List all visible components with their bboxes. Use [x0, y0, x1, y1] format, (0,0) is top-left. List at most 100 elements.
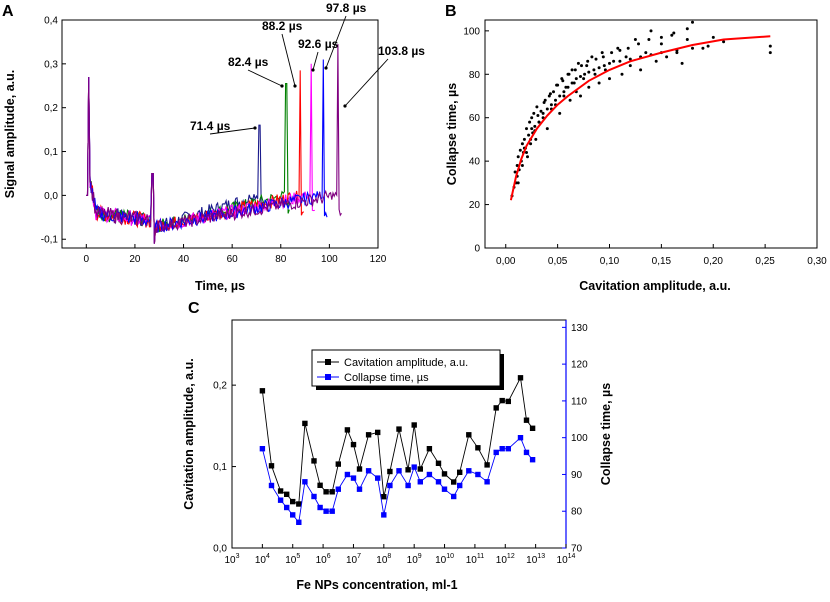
panel-a-annotation-arrow-1 [209, 127, 256, 135]
panel-b-x-tick-label: 0,25 [755, 256, 775, 267]
panel-c-x-axis-label: Fe NPs concentration, ml-1 [296, 578, 457, 592]
panel-c-series-marker-2 [375, 475, 381, 481]
panel-b-point [574, 77, 578, 81]
panel-b-point [691, 20, 694, 24]
panel-b-point [594, 57, 598, 61]
panel-c-y2-tick-label: 90 [571, 470, 583, 481]
panel-c-series-marker-2 [475, 471, 481, 478]
panel-c-x-tick-label: 104 [255, 553, 270, 566]
panel-b-point [568, 98, 572, 102]
panel-b-point [537, 120, 541, 124]
panel-a-y-tick-label: 0,0 [44, 191, 58, 202]
panel-c-series-marker-2 [350, 475, 357, 481]
panel-c-series-line-1 [261, 376, 533, 505]
panel-c-series-marker-2 [466, 468, 472, 474]
panel-b-point [659, 35, 663, 39]
panel-c-series-marker-2 [405, 482, 411, 489]
panel-b-point [580, 64, 583, 68]
panel-b-point [555, 83, 559, 87]
panel-a-annotation-arrowhead-6 [343, 104, 347, 108]
panel-b-point [628, 64, 632, 68]
panel-b-point [529, 142, 533, 146]
panel-c-series-marker-2 [381, 512, 387, 518]
panel-b-y-tick-label: 40 [469, 157, 481, 168]
panel-a-y-tick-label: 0,4 [44, 16, 58, 27]
panel-b-point [685, 27, 689, 31]
panel-c-series-marker-2 [268, 482, 275, 489]
panel-a-y-axis-label: Signal amplitude, a.u. [3, 70, 17, 199]
panel-a-annotation-arrow-2 [247, 69, 283, 87]
panel-b-point [628, 57, 632, 61]
panel-a-x-tick-label: 100 [321, 254, 338, 265]
panel-c-series-marker-2 [451, 493, 457, 500]
panel-c-series-marker-2 [505, 446, 511, 452]
panel-b-point [539, 109, 543, 113]
panel-b-x-tick-label: 0,15 [652, 256, 672, 267]
panel-a-annotation-arrowhead-1 [253, 126, 257, 130]
panel-b-point [616, 46, 620, 50]
panel-c-series-marker-2 [426, 471, 433, 478]
panel-letter-c: C [188, 300, 200, 317]
panel-b-y-axis-label: Collapse time, µs [445, 83, 459, 185]
panel-c-series-marker-2 [396, 468, 402, 474]
panel-b-point [525, 151, 528, 154]
panel-b-point [639, 68, 643, 72]
panel-b-point [602, 64, 606, 68]
panel-b-point [590, 55, 594, 59]
panel-b-point [637, 42, 640, 46]
panel-b-point [532, 111, 536, 115]
panel-c-series-marker-1 [435, 460, 442, 466]
panel-b-point [541, 111, 545, 115]
panel-c-x-tick-label: 103 [224, 553, 239, 566]
panel-b-point [522, 137, 526, 141]
panel-c-series-marker-2 [529, 457, 536, 463]
panel-b-point [608, 77, 611, 81]
panel-b-point [562, 94, 566, 98]
panel-b-point [644, 51, 648, 55]
panel-a-x-tick-label: 60 [227, 254, 239, 265]
panel-c-series-marker-2 [417, 479, 423, 485]
panel-a-signal-chart: 0 20 40 60 80 100 120 -0,1 0,0 0,1 0,2 0,3 0,4 71.4 … [3, 1, 425, 293]
panel-b-plot-frame [484, 19, 818, 249]
panel-a-annotation-2: 82.4 µs [228, 55, 269, 69]
panel-c-y2-tick-label: 130 [571, 323, 588, 334]
panel-b-point [675, 51, 679, 55]
panel-c-x-tick-label: 1013 [526, 553, 545, 566]
panel-b-point [534, 137, 538, 141]
panel-b-point [592, 68, 596, 72]
panel-c-series-marker-1 [317, 482, 323, 488]
panel-b-point [570, 68, 574, 72]
panel-b-point [626, 46, 630, 50]
panel-c-series-marker-2 [365, 468, 372, 474]
panel-c-dual-axis-chart: 103 104 105 106 107 108 109 1010 1011 1012 1013 101… [182, 319, 613, 592]
panel-b-point [587, 70, 591, 74]
panel-c-series-marker-1 [375, 429, 381, 436]
panel-b-point [624, 55, 628, 59]
panel-b-point [768, 51, 772, 55]
panel-b-point [659, 42, 663, 46]
panel-c-series-marker-1 [405, 467, 411, 473]
panel-c-series-marker-1 [381, 494, 387, 500]
panel-c-series-marker-1 [311, 458, 317, 464]
panel-b-x-tick-label: 0,10 [600, 256, 620, 267]
panel-a-plot-frame [61, 19, 379, 249]
panel-b-point [583, 72, 587, 76]
panel-b-point [691, 46, 694, 50]
panel-c-y2-tick-label: 70 [571, 544, 583, 555]
panel-b-point [549, 103, 553, 107]
panel-b-point [566, 85, 570, 89]
panel-a-annotation-arrow-6 [344, 58, 389, 107]
panel-c-x-tick-label: 108 [376, 553, 391, 566]
panel-c-series-marker-1 [277, 488, 284, 494]
panel-b-x-tick-label: 0,30 [807, 256, 827, 267]
panel-b-point [618, 48, 622, 52]
panel-c-series-marker-2 [296, 519, 302, 525]
panel-a-y-tick-label: -0,1 [41, 235, 59, 246]
panel-a-x-tick-label: 0 [84, 254, 90, 265]
panel-c-series-marker-1 [426, 446, 433, 452]
panel-b-point [525, 127, 528, 131]
panel-c-y-tick-label: 0,1 [213, 462, 227, 473]
panel-c-series-marker-2 [323, 508, 329, 514]
panel-b-point [562, 90, 566, 94]
panel-letter-a: A [2, 3, 14, 20]
